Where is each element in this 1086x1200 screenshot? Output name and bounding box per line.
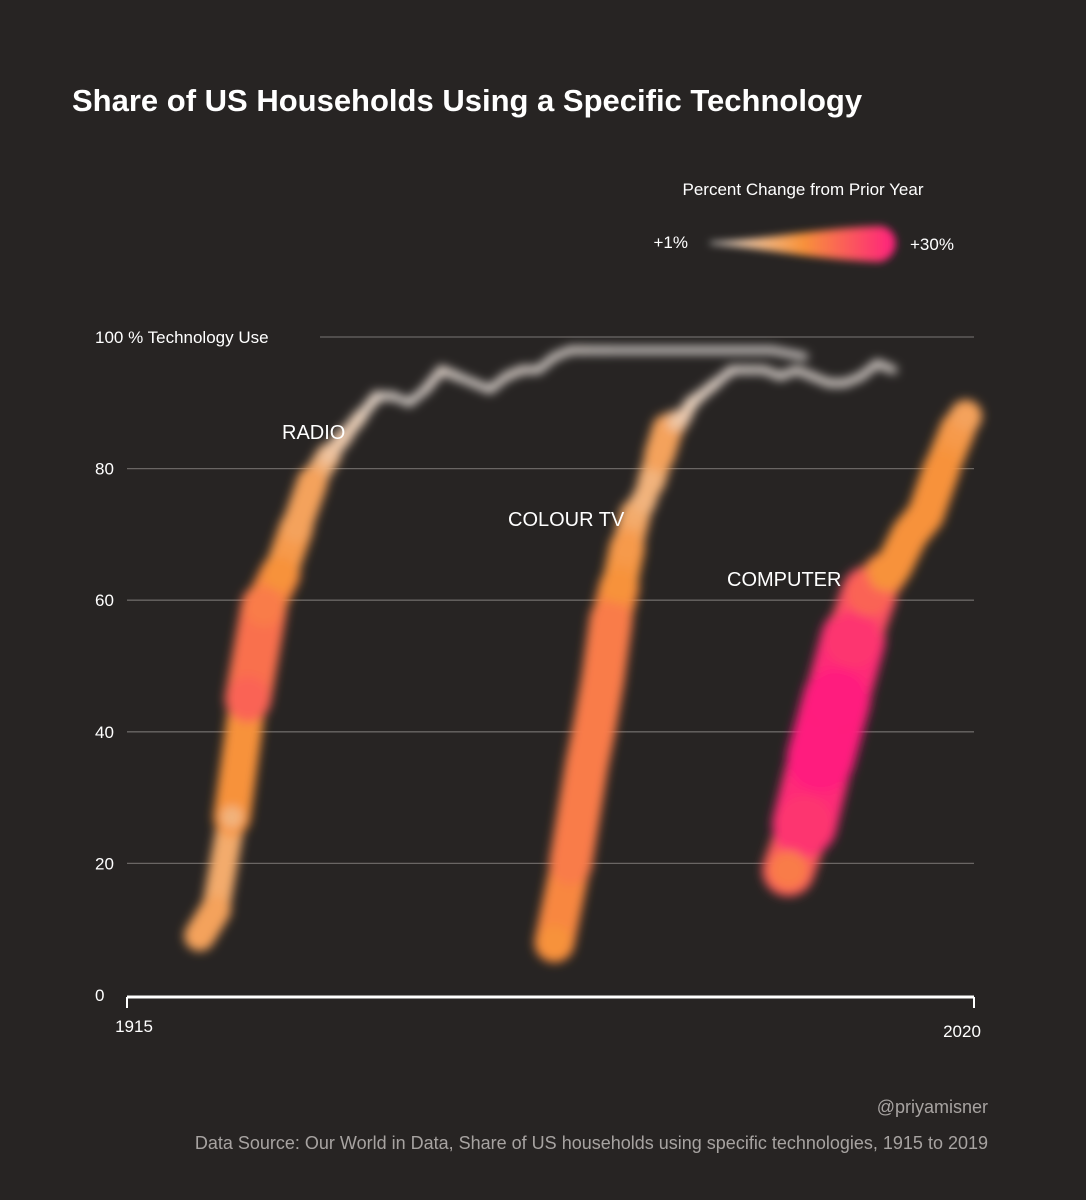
data-point [688,346,695,354]
data-point [537,925,572,960]
y-tick-label-100: 100 % Technology Use [95,328,269,347]
y-tick-label-40: 40 [95,723,114,742]
data-point [185,921,214,950]
y-axis: 0 20 40 60 80 100 % Technology Use [95,328,269,1005]
data-point [263,556,298,591]
data-point [372,391,382,401]
data-point [676,408,691,424]
data-point [282,513,311,542]
data-point [550,843,591,884]
data-point [550,353,559,361]
data-point [201,895,230,924]
data-point [889,366,897,374]
data-point [470,379,478,387]
data-point [225,676,271,722]
data-point [809,372,817,381]
data-point [728,366,736,374]
x-tick-label-start: 1915 [115,1017,153,1036]
data-point [857,372,865,381]
data-point [776,372,785,381]
data-point [685,397,698,409]
y-tick-label-0: 0 [95,986,104,1005]
data-point [805,667,868,730]
y-tick-label-80: 80 [95,460,114,479]
data-point [567,744,607,785]
data-point [908,497,943,532]
data-point [518,366,527,374]
data-point [694,391,705,402]
data-point [389,392,397,400]
data-point [648,346,655,354]
source-text: Data Source: Our World in Data, Share of… [194,1133,988,1153]
data-point [298,467,327,496]
data-point [486,386,494,394]
data-point [824,611,882,668]
data-point [645,441,674,470]
data-point [728,346,736,354]
data-point [711,378,721,388]
data-point [405,399,413,407]
data-point [841,379,849,387]
data-point [768,850,809,890]
data-point [220,805,244,829]
data-point [421,385,430,394]
data-point [924,451,959,486]
series-label-colour-tv: COLOUR TV [508,509,625,531]
data-point [631,490,655,513]
data-point [873,359,881,367]
data-point [337,428,352,443]
data-point [583,659,623,699]
y-tick-label-20: 20 [95,854,114,873]
data-point [639,470,663,494]
chart-title: Share of US Households Using a Specific … [72,83,863,118]
series-label-computer: COMPUTER [727,569,841,591]
data-point [825,379,833,387]
data-point [951,401,981,431]
data-point [744,366,752,374]
legend-max-label: +30% [910,235,954,254]
legend-gradient-bar [710,226,896,262]
series-colour-tv [534,359,897,963]
series-label-radio: RADIO [282,422,345,444]
data-point [876,550,911,585]
credit-text: @priyamisner [876,1097,988,1117]
data-point [575,705,615,745]
data-point [611,532,643,564]
series-radio [184,346,808,952]
data-point [776,795,833,853]
legend-min-label: +1% [654,233,689,252]
data-point [583,346,591,354]
data-point [567,346,575,354]
data-point [355,410,367,422]
y-tick-label-60: 60 [95,591,114,610]
data-point [760,366,768,374]
data-point [502,372,510,381]
data-point [454,372,462,381]
data-point [320,446,338,464]
data-point [244,587,284,627]
data-point [534,366,543,374]
data-point [602,570,637,604]
data-point [437,365,446,375]
data-point [769,346,776,354]
series-computer [762,399,983,897]
series-segment [768,346,808,361]
data-point [801,353,808,361]
legend-title: Percent Change from Prior Year [683,180,924,199]
series-group [184,346,983,963]
data-point [607,346,615,354]
data-point [591,600,631,640]
x-tick-label-end: 2020 [943,1022,981,1041]
data-point [792,366,801,374]
data-point [789,727,852,790]
